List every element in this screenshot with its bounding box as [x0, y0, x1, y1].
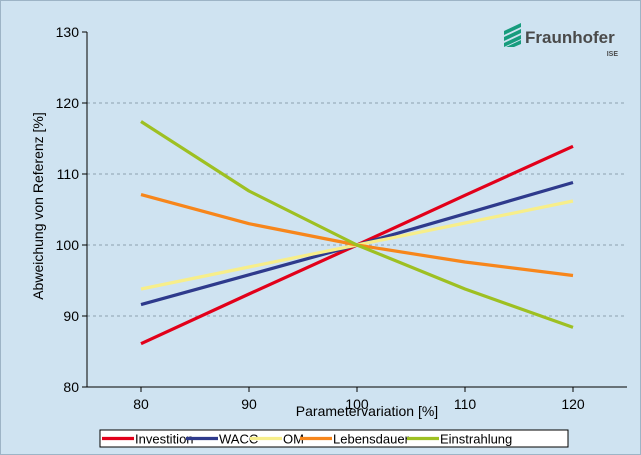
y-tick-label: 80 — [63, 379, 79, 395]
y-tick-label: 120 — [56, 95, 80, 111]
legend: Investition WACC OM Lebensdauer Einstrahlung — [99, 429, 569, 448]
y-tick-label: 100 — [56, 237, 80, 253]
series-line-einstrahlung — [140, 120, 574, 329]
x-tick-label: 100 — [345, 396, 369, 412]
legend-label: Investition — [135, 432, 194, 447]
logo-sub: ISE — [607, 51, 619, 58]
series-lines — [140, 120, 574, 346]
legend-label: WACC — [219, 432, 258, 447]
logo-name: Fraunhofer — [525, 28, 615, 47]
legend-label: OM — [283, 432, 304, 447]
y-tick-label: 110 — [57, 166, 80, 182]
x-tick-label: 120 — [561, 396, 585, 412]
y-tick-label: 90 — [63, 308, 79, 324]
y-tick-label: 130 — [56, 24, 80, 40]
y-axis-label: Abweichung von Referenz [%] — [30, 112, 46, 300]
legend-box — [99, 429, 569, 448]
legend-label: Einstrahlung — [440, 432, 512, 447]
x-tick-label: 110 — [454, 396, 477, 412]
axes — [82, 31, 627, 392]
x-axis-label: Parametervariation [%] — [296, 403, 438, 419]
x-tick-label: 80 — [133, 396, 149, 412]
fraunhofer-logo-icon — [504, 23, 521, 47]
fraunhofer-logo: Fraunhofer ISE — [504, 23, 618, 58]
legend-label: Lebensdauer — [333, 432, 410, 447]
x-tick-label: 90 — [241, 396, 257, 412]
series-line-lebensdauer — [140, 193, 574, 278]
tick-labels: 80 90 100 110 120 130 80 90 100 110 120 — [56, 24, 585, 412]
